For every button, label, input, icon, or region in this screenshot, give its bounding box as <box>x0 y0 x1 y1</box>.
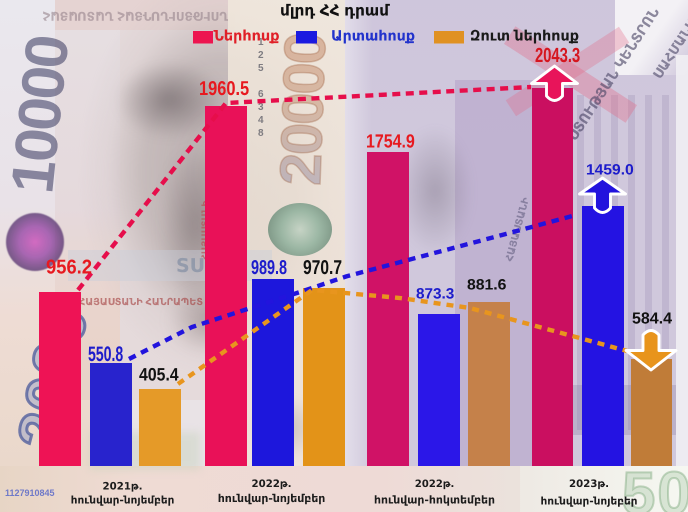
svg-text:10000: 10000 <box>0 33 81 196</box>
svg-text:20000: 20000 <box>268 33 338 186</box>
